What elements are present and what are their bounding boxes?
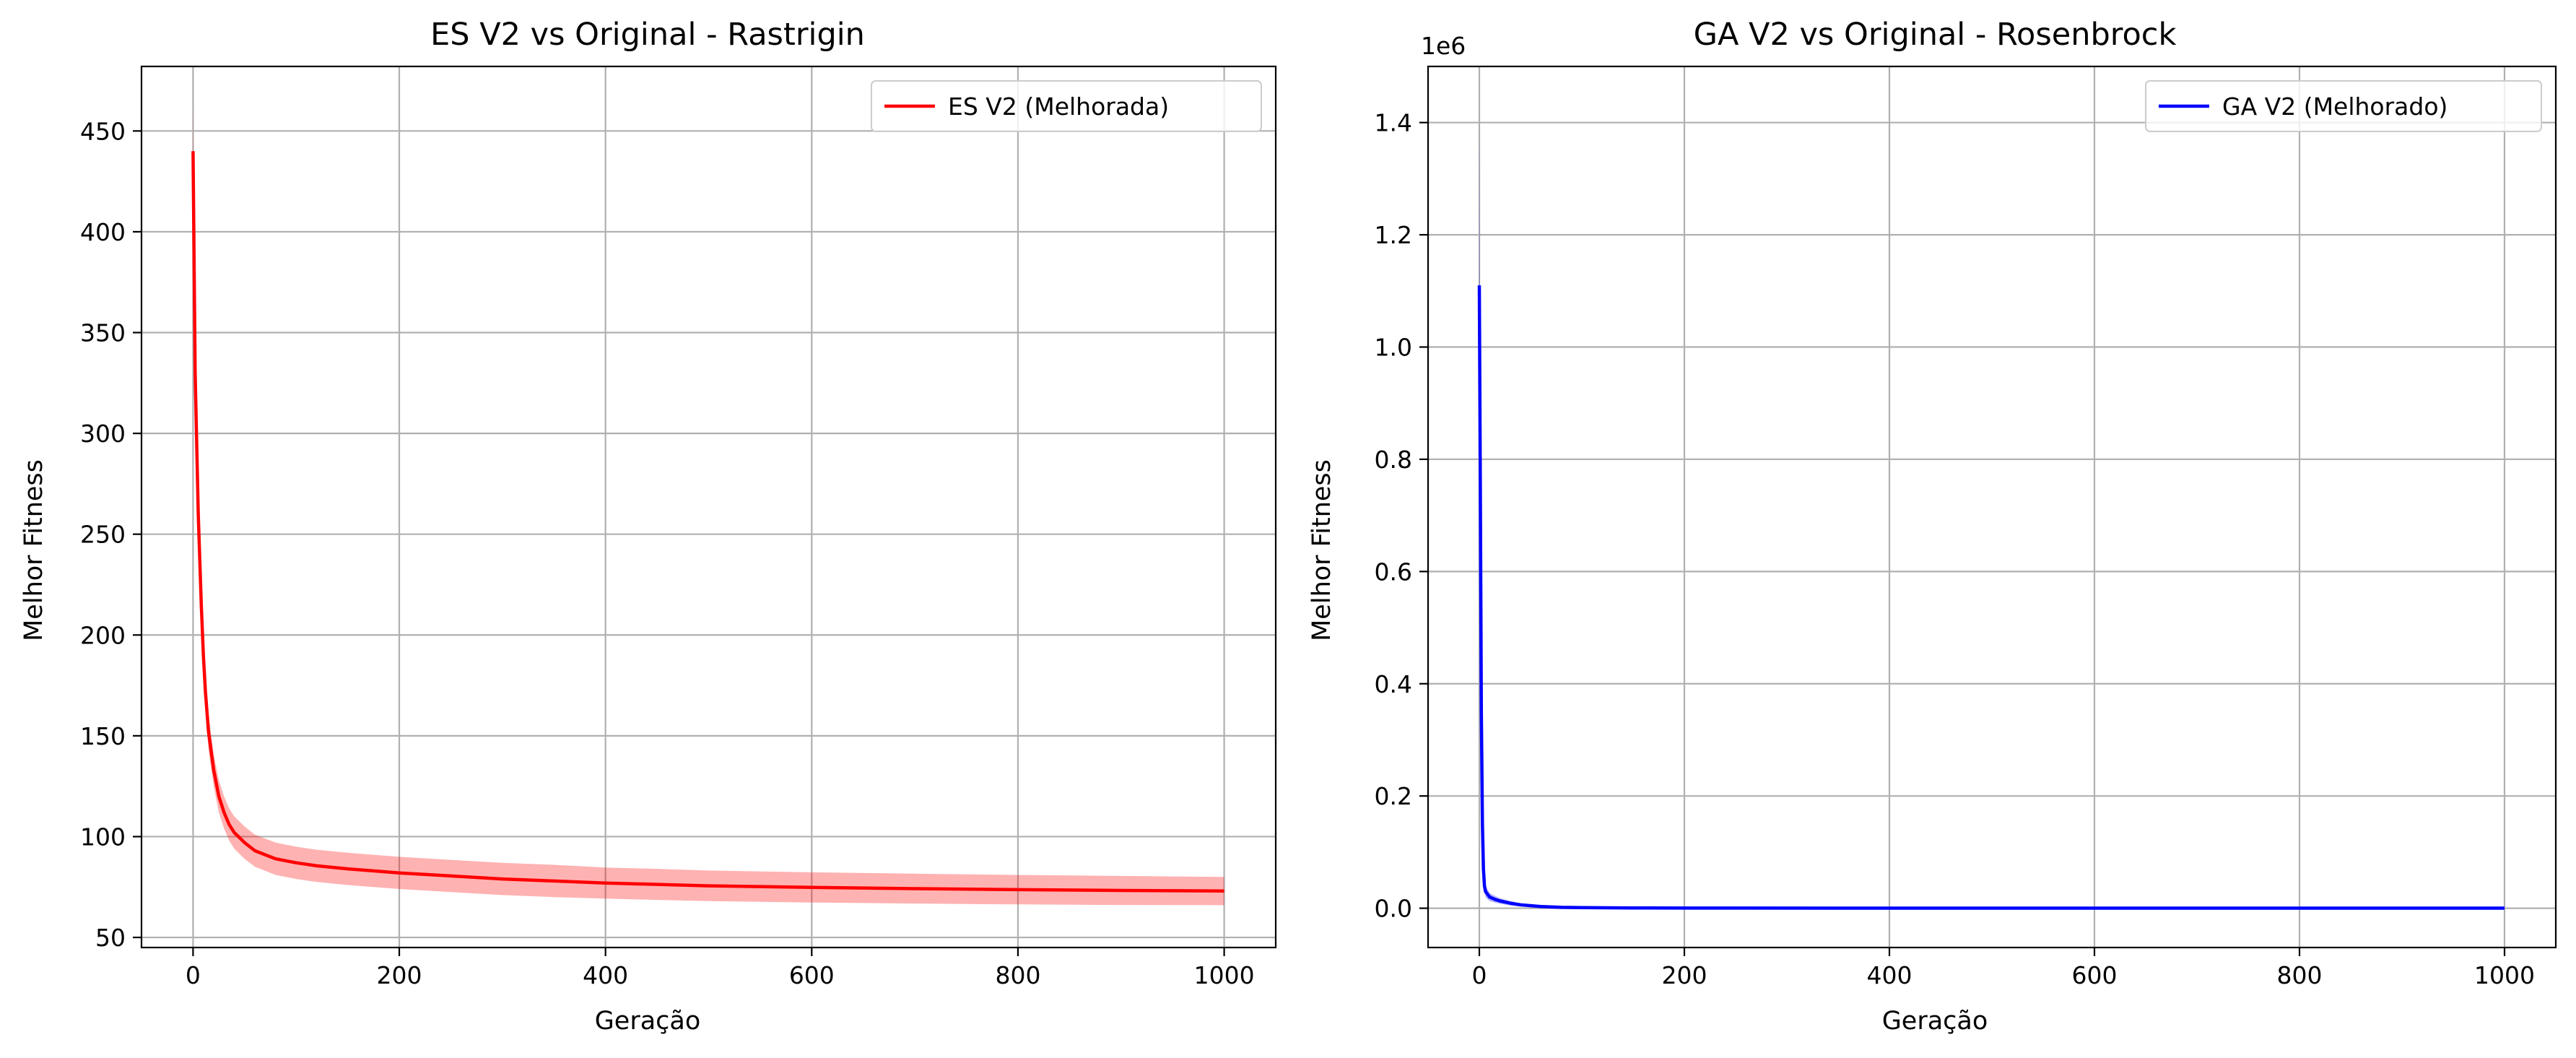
y-tick-label-0: 0.0 xyxy=(1375,895,1412,923)
chart-1-frame xyxy=(140,65,1277,949)
y-tick-label-4: 0.8 xyxy=(1375,446,1412,474)
y-tick-label-4: 250 xyxy=(80,521,126,549)
y-tick-label-3: 0.6 xyxy=(1375,558,1412,586)
y-tick-label-7: 1.4 xyxy=(1375,109,1412,137)
y-tick-label-6: 1.2 xyxy=(1375,221,1412,249)
y-tick-label-3: 200 xyxy=(80,621,126,649)
y-tick-label-2: 0.4 xyxy=(1375,670,1412,698)
x-tick-label-4: 800 xyxy=(2277,961,2323,989)
chart-1-data xyxy=(191,100,1224,906)
x-tick-label-2: 400 xyxy=(583,961,628,989)
y-tick-label-8: 450 xyxy=(80,117,126,145)
y-tick-label-1: 100 xyxy=(80,823,126,851)
y-tick-label-5: 300 xyxy=(80,420,126,448)
chart-2-offset-label: 1e6 xyxy=(1421,32,1466,60)
chart-2-title: GA V2 vs Original - Rosenbrock xyxy=(1694,17,2177,53)
x-tick-label-3: 600 xyxy=(2072,961,2118,989)
x-tick-label-0: 0 xyxy=(1472,961,1487,989)
y-tick-label-0: 50 xyxy=(95,924,126,952)
x-tick-label-5: 1000 xyxy=(2474,961,2535,989)
legend-label-1: GA V2 (Melhorado) xyxy=(2222,92,2447,121)
chart-2-legend: GA V2 (Melhorado) xyxy=(2145,80,2542,132)
x-tick-label-4: 800 xyxy=(995,961,1040,989)
y-tick-label-7: 400 xyxy=(80,218,126,246)
series-line-1 xyxy=(191,151,1224,893)
x-tick-label-5: 1000 xyxy=(1194,961,1255,989)
y-tick-label-2: 150 xyxy=(80,722,126,750)
y-tick-label-6: 350 xyxy=(80,319,126,347)
series-line-1 xyxy=(1477,285,2505,910)
legend-label-1: ES V2 (Melhorada) xyxy=(948,92,1169,121)
chart-2-ylabel: Melhor Fitness xyxy=(1307,459,1336,641)
chart-2-xlabel: Geração xyxy=(1882,1007,1988,1036)
x-tick-label-2: 400 xyxy=(1867,961,1913,989)
chart-1-ylabel: Melhor Fitness xyxy=(19,459,48,641)
legend-box xyxy=(871,80,1262,132)
chart-1-xlabel: Geração xyxy=(595,1007,701,1036)
chart-1-plot: 0 200 400 600 800 1000 50 100 150 200 250 300 350 400… xyxy=(80,65,1277,989)
y-tick-label-1: 0.2 xyxy=(1375,782,1412,810)
x-tick-label-1: 200 xyxy=(377,961,422,989)
x-tick-label-1: 200 xyxy=(1662,961,1707,989)
chart-2-frame xyxy=(1427,65,2557,949)
chart-1-legend: ES V2 (Melhorada) xyxy=(871,80,1262,132)
chart-2-data xyxy=(1477,111,2505,910)
y-tick-label-5: 1.0 xyxy=(1375,334,1412,362)
chart-2-plot: 0 200 400 600 800 1000 0.0 0.2 0.4 0.6 0.8 1.0 1.2 1.… xyxy=(1375,65,2557,989)
chart-1-title: ES V2 vs Original - Rastrigin xyxy=(430,17,865,53)
x-tick-label-0: 0 xyxy=(186,961,201,989)
x-tick-label-3: 600 xyxy=(789,961,835,989)
legend-box xyxy=(2145,80,2542,132)
